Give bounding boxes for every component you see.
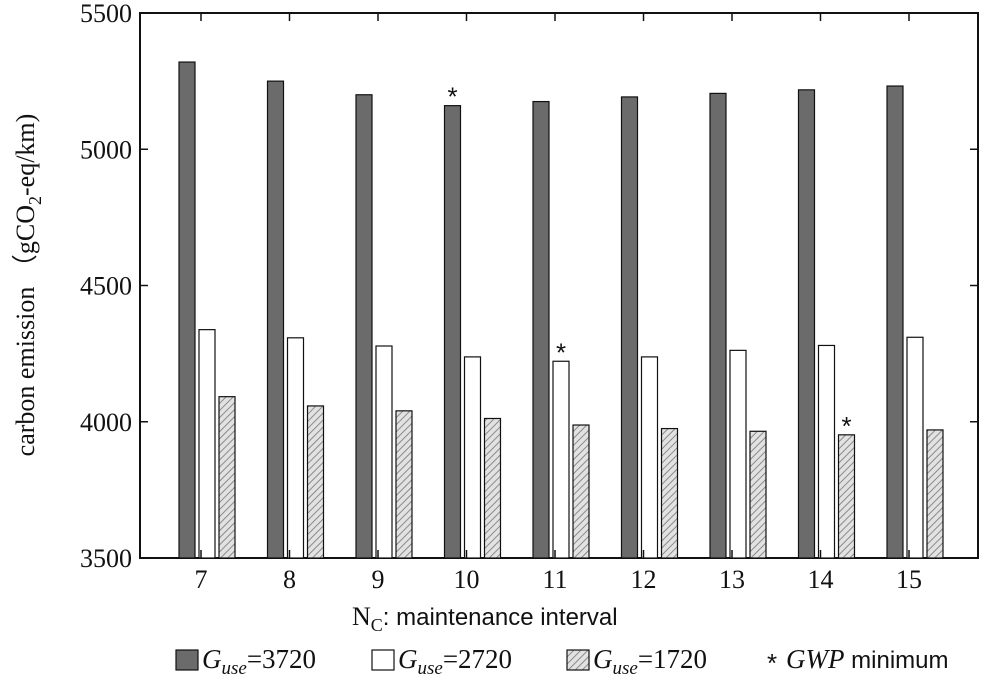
x-tick-label-11: 11 xyxy=(542,565,567,594)
legend-label-sub: use xyxy=(222,658,247,679)
bar-white-8 xyxy=(286,337,305,559)
bar-hatched-14 xyxy=(837,434,856,559)
legend-gwp-rest: minimum xyxy=(844,647,948,674)
legend-label-sub: use xyxy=(613,658,638,679)
legend-label-rest: =2720 xyxy=(443,644,512,674)
legend-label-rest: =1720 xyxy=(638,644,707,674)
legend-swatch-dark xyxy=(175,649,199,671)
bar-hatched-8 xyxy=(306,405,325,559)
legend: Guse=3720 Guse=2720 Guse=1720 * GWP minimum xyxy=(175,644,949,679)
y-tick-label-4500: 4500 xyxy=(80,272,132,301)
x-tick-label-15: 15 xyxy=(896,565,922,594)
legend-marker-star-icon: * xyxy=(767,648,777,678)
bar-dark-9 xyxy=(355,94,373,559)
y-tick-label-5000: 5000 xyxy=(80,135,132,164)
bar-hatched-11 xyxy=(572,424,590,559)
bar-dark-14 xyxy=(797,89,816,559)
bar-dark-15 xyxy=(886,85,904,559)
bar-hatched-7 xyxy=(218,396,236,559)
bar-white-12 xyxy=(640,356,659,559)
x-tick-label-9: 9 xyxy=(372,565,385,594)
bar-dark-13 xyxy=(709,92,727,559)
legend-gwp-italic: GWP xyxy=(786,644,844,674)
x-tick-label-10: 10 xyxy=(454,565,480,594)
x-axis: 7 8 9 10 11 12 13 14 15 xyxy=(195,13,922,594)
y-axis-title-main: carbon emission （gCO xyxy=(11,205,40,456)
bar-hatched-9 xyxy=(395,410,413,559)
bar-dark-11 xyxy=(532,100,550,559)
gwp-minimum-marker-14: * xyxy=(841,411,851,441)
x-tick-label-12: 12 xyxy=(631,565,657,594)
bar-hatched-15 xyxy=(926,429,944,559)
legend-label-main: G xyxy=(398,644,418,674)
bar-dark-7 xyxy=(178,61,196,559)
markers-layer: * * * xyxy=(447,82,851,441)
y-axis-title: carbon emission （gCO2-eq/km) xyxy=(11,114,45,457)
legend-label-white: Guse=2720 xyxy=(398,644,512,679)
bar-hatched-13 xyxy=(749,430,767,559)
bar-white-9 xyxy=(375,345,393,559)
y-tick-label-3500: 3500 xyxy=(80,544,132,573)
legend-label-gwp-minimum: GWP minimum xyxy=(786,644,949,674)
bar-white-10 xyxy=(463,356,482,559)
bar-hatched-10 xyxy=(483,417,502,559)
y-tick-label-5500: 5500 xyxy=(80,0,132,28)
bar-hatched-12 xyxy=(660,427,679,559)
legend-swatch-hatched xyxy=(566,649,590,671)
gwp-minimum-marker-11: * xyxy=(556,337,566,367)
x-tick-label-13: 13 xyxy=(719,565,745,594)
bar-white-13 xyxy=(729,349,747,559)
bar-white-14 xyxy=(817,344,836,559)
y-axis-title-sub: 2 xyxy=(25,196,45,205)
bars-layer xyxy=(178,61,944,559)
x-axis-title-sub: C xyxy=(371,615,383,635)
x-tick-label-8: 8 xyxy=(283,565,296,594)
x-axis-title-main: N xyxy=(352,602,371,631)
y-axis-title-rest: -eq/km) xyxy=(11,114,40,196)
x-axis-title-rest: : maintenance interval xyxy=(383,604,618,631)
legend-label-sub: use xyxy=(418,658,443,679)
bar-white-7 xyxy=(198,329,216,559)
y-axis: 3500 4000 4500 5000 5500 xyxy=(80,0,978,573)
bar-dark-8 xyxy=(266,80,285,559)
y-tick-label-4000: 4000 xyxy=(80,408,132,437)
legend-label-main: G xyxy=(202,644,222,674)
x-tick-label-14: 14 xyxy=(808,565,834,594)
bar-dark-12 xyxy=(620,96,639,559)
legend-swatch-white xyxy=(371,649,395,671)
x-axis-title: NC: maintenance interval xyxy=(352,602,618,635)
gwp-minimum-marker-10: * xyxy=(447,82,457,112)
legend-label-rest: =3720 xyxy=(247,644,316,674)
legend-label-dark: Guse=3720 xyxy=(202,644,316,679)
bar-white-15 xyxy=(906,336,924,559)
legend-label-main: G xyxy=(593,644,613,674)
bar-white-11 xyxy=(552,360,570,559)
legend-label-hatched: Guse=1720 xyxy=(593,644,707,679)
bar-dark-10 xyxy=(443,105,462,559)
x-tick-label-7: 7 xyxy=(195,565,208,594)
